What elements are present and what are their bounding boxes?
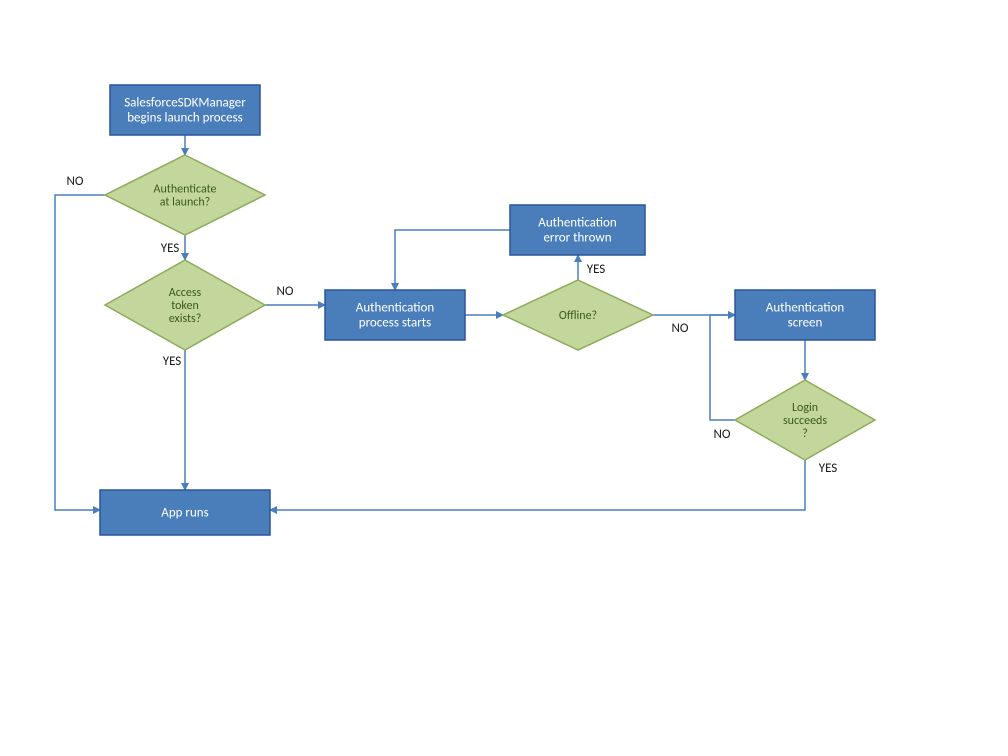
edge-authq-no	[55, 195, 105, 510]
node-start-line0: SalesforceSDKManager	[124, 96, 246, 111]
node-appruns-line0: App runs	[161, 506, 208, 521]
node-authq-line0: Authenticate	[154, 183, 217, 197]
node-errthrown-line1: error thrown	[543, 231, 611, 246]
edge-label-offlineq-authscr: NO	[672, 321, 689, 336]
node-offlineq-line0: Offline?	[559, 309, 597, 323]
edge-label-authq-tokenq: YES	[161, 241, 180, 256]
node-tokenq-line1: token	[171, 299, 199, 313]
node-loginq-line1: succeeds	[783, 414, 827, 428]
edge-label-loginq-no: NO	[714, 427, 731, 442]
edge-label-authq-no: NO	[67, 174, 84, 189]
node-authq-line1: at launch?	[160, 196, 210, 210]
edge-err-authstart	[395, 230, 510, 290]
flowchart-canvas: SalesforceSDKManagerbegins launch proces…	[0, 0, 1008, 756]
node-tokenq-line0: Access	[169, 286, 202, 300]
edge-loginq-yes	[270, 460, 805, 510]
node-errthrown-line0: Authentication	[538, 216, 617, 231]
edge-label-loginq-yes: YES	[819, 461, 838, 476]
node-start-line1: begins launch process	[127, 111, 243, 126]
node-authscr-line1: screen	[788, 316, 823, 331]
node-authstart-line0: Authentication	[356, 301, 435, 316]
node-loginq-line2: ?	[802, 427, 808, 441]
node-authscr-line0: Authentication	[766, 301, 845, 316]
node-loginq-line0: Login	[792, 401, 818, 415]
node-authstart-line1: process starts	[359, 316, 431, 331]
edge-loginq-no	[710, 315, 735, 420]
edge-label-offlineq-err: YES	[587, 262, 606, 277]
node-tokenq-line2: exists?	[169, 312, 202, 326]
edge-label-tokenq-authstart: NO	[277, 284, 294, 299]
edge-label-tokenq-appruns: YES	[163, 354, 182, 369]
